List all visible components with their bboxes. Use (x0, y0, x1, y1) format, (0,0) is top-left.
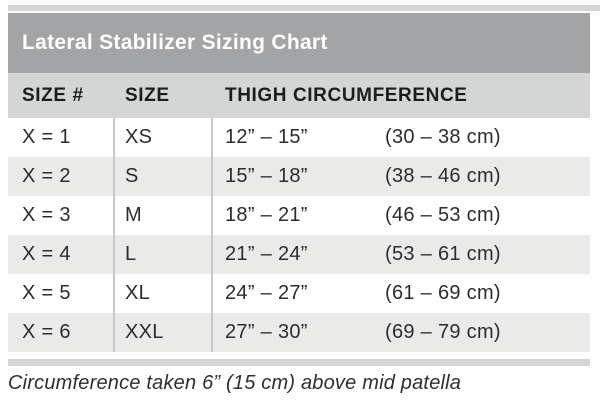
table-row: X = 5 XL 24” – 27” (61 – 69 cm) (8, 274, 590, 313)
cell-inches: 24” – 27” (225, 282, 308, 304)
table-body: X = 1 XS 12” – 15” (30 – 38 cm) X = 2 S … (8, 118, 590, 352)
table-header-row: SIZE # SIZE THIGH CIRCUMFERENCE (8, 73, 590, 118)
cell-cm: (30 – 38 cm) (385, 126, 501, 148)
table-row: X = 3 M 18” – 21” (46 – 53 cm) (8, 196, 590, 235)
cell-size: XXL (125, 321, 164, 343)
cell-cm: (38 – 46 cm) (385, 165, 501, 187)
cell-size: XL (125, 282, 151, 304)
cell-circumference: 18” – 21” (46 – 53 cm) (213, 196, 590, 235)
cell-inches: 21” – 24” (225, 243, 308, 265)
cell-size-number: X = 4 (22, 243, 71, 265)
table-row: X = 4 L 21” – 24” (53 – 61 cm) (8, 235, 590, 274)
cell-size-number: X = 1 (22, 126, 71, 148)
cell-inches: 12” – 15” (225, 126, 308, 148)
cell-size: XS (125, 126, 153, 148)
cell-circumference: 21” – 24” (53 – 61 cm) (213, 235, 590, 274)
chart-title: Lateral Stabilizer Sizing Chart (22, 31, 328, 54)
table-row: X = 2 S 15” – 18” (38 – 46 cm) (8, 157, 590, 196)
footnote: Circumference taken 6” (15 cm) above mid… (8, 372, 462, 394)
cell-cm: (61 – 69 cm) (385, 282, 501, 304)
column-header-size: SIZE (125, 85, 170, 106)
cell-size-number: X = 5 (22, 282, 71, 304)
cell-cm: (53 – 61 cm) (385, 243, 501, 265)
cell-inches: 18” – 21” (225, 204, 308, 226)
cell-cm: (69 – 79 cm) (385, 321, 501, 343)
cell-inches: 27” – 30” (225, 321, 308, 343)
cell-circumference: 15” – 18” (38 – 46 cm) (213, 157, 590, 196)
cell-cm: (46 – 53 cm) (385, 204, 501, 226)
top-divider (8, 5, 600, 11)
cell-size-number: X = 3 (22, 204, 71, 226)
cell-size: M (125, 204, 142, 226)
bottom-divider (8, 359, 590, 366)
cell-circumference: 24” – 27” (61 – 69 cm) (213, 274, 590, 313)
cell-inches: 15” – 18” (225, 165, 308, 187)
column-header-thigh-circumference: THIGH CIRCUMFERENCE (225, 85, 468, 106)
chart-title-bar: Lateral Stabilizer Sizing Chart (8, 13, 590, 73)
column-divider (113, 118, 115, 352)
table-row: X = 6 XXL 27” – 30” (69 – 79 cm) (8, 313, 590, 352)
cell-circumference: 12” – 15” (30 – 38 cm) (213, 118, 590, 157)
cell-size: L (125, 243, 137, 265)
cell-size-number: X = 2 (22, 165, 71, 187)
column-divider (211, 118, 213, 352)
cell-size: S (125, 165, 139, 187)
cell-size-number: X = 6 (22, 321, 71, 343)
cell-circumference: 27” – 30” (69 – 79 cm) (213, 313, 590, 352)
table-row: X = 1 XS 12” – 15” (30 – 38 cm) (8, 118, 590, 157)
column-header-size-number: SIZE # (22, 85, 84, 106)
